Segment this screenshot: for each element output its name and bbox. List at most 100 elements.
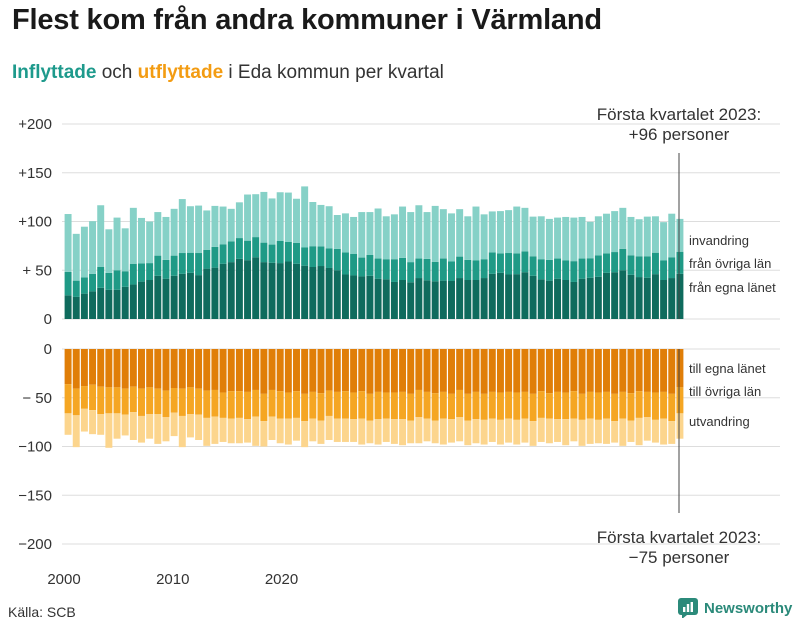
inflytt-bar-invandring bbox=[129, 207, 137, 264]
annotation-bottom-line2: −75 personer bbox=[629, 548, 730, 567]
utflytt-bar-till-ovriga-lan bbox=[635, 391, 643, 418]
utflytt-bar-till-egna-lanet bbox=[676, 349, 684, 388]
utflytt-bar-utvandring bbox=[276, 418, 284, 444]
utflytt-bar-till-egna-lanet bbox=[439, 349, 447, 392]
inflytt-bar-fran-egna-lanet bbox=[80, 293, 88, 319]
utflytt-bar-till-ovriga-lan bbox=[325, 390, 333, 416]
utflytt-bar-till-ovriga-lan bbox=[284, 392, 292, 419]
inflytt-bar-fran-ovriga-lan bbox=[374, 258, 382, 279]
utflytt-bar-till-egna-lanet bbox=[72, 349, 80, 389]
utflytt-bar-till-ovriga-lan bbox=[350, 392, 358, 420]
utflytt-bar-utvandring bbox=[366, 420, 374, 444]
inflytt-bar-invandring bbox=[431, 205, 439, 262]
utflytt-bar-utvandring bbox=[121, 414, 129, 436]
inflytt-bar-fran-egna-lanet bbox=[399, 280, 407, 319]
utflytt-bar-utvandring bbox=[635, 417, 643, 446]
utflytt-bar-till-egna-lanet bbox=[456, 349, 464, 390]
utflytt-bar-utvandring bbox=[227, 418, 235, 444]
series-label-out: till egna länet bbox=[689, 361, 766, 376]
utflytt-bar-till-ovriga-lan bbox=[668, 393, 676, 422]
inflytt-bar-fran-egna-lanet bbox=[146, 280, 154, 319]
inflytt-bar-fran-ovriga-lan bbox=[203, 249, 211, 269]
inflytt-bar-fran-ovriga-lan bbox=[97, 267, 105, 288]
utflytt-bar-till-egna-lanet bbox=[341, 349, 349, 392]
utflytt-bar-till-egna-lanet bbox=[537, 349, 545, 392]
utflytt-bar-utvandring bbox=[301, 421, 309, 448]
inflytt-bar-fran-ovriga-lan bbox=[341, 252, 349, 275]
inflytt-bar-invandring bbox=[219, 206, 227, 245]
utflytt-bar-till-ovriga-lan bbox=[89, 384, 97, 411]
inflytt-bar-fran-ovriga-lan bbox=[195, 253, 203, 276]
inflytt-bar-fran-ovriga-lan bbox=[284, 241, 292, 262]
inflytt-bar-fran-ovriga-lan bbox=[350, 254, 358, 276]
utflytt-bar-till-egna-lanet bbox=[235, 349, 243, 392]
utflytt-bar-till-egna-lanet bbox=[80, 349, 88, 387]
utflytt-bar-till-egna-lanet bbox=[472, 349, 480, 392]
inflytt-bar-fran-egna-lanet bbox=[439, 280, 447, 319]
utflytt-bar-utvandring bbox=[235, 417, 243, 444]
utflytt-bar-till-ovriga-lan bbox=[219, 392, 227, 418]
utflytt-bar-utvandring bbox=[162, 417, 170, 442]
utflytt-bar-till-ovriga-lan bbox=[521, 391, 529, 419]
utflytt-bar-till-egna-lanet bbox=[276, 349, 284, 392]
inflytt-bar-fran-egna-lanet bbox=[301, 265, 309, 319]
series-label-out: utvandring bbox=[689, 414, 750, 429]
utflytt-bar-till-egna-lanet bbox=[121, 349, 129, 389]
utflytt-bar-till-egna-lanet bbox=[660, 349, 668, 392]
inflytt-bar-fran-ovriga-lan bbox=[578, 258, 586, 279]
inflytt-bar-invandring bbox=[660, 222, 668, 261]
inflytt-bar-fran-egna-lanet bbox=[170, 275, 178, 319]
utflytt-bar-till-ovriga-lan bbox=[309, 391, 317, 419]
utflytt-bar-till-ovriga-lan bbox=[341, 391, 349, 419]
utflytt-bar-utvandring bbox=[407, 420, 415, 444]
inflytt-bar-fran-ovriga-lan bbox=[382, 259, 390, 280]
inflytt-bar-fran-ovriga-lan bbox=[252, 237, 260, 258]
inflytt-bar-invandring bbox=[488, 211, 496, 253]
utflytt-bar-till-egna-lanet bbox=[317, 349, 325, 394]
utflytt-bar-till-ovriga-lan bbox=[382, 392, 390, 419]
utflytt-bar-till-egna-lanet bbox=[464, 349, 472, 394]
utflytt-bar-till-ovriga-lan bbox=[235, 391, 243, 418]
inflytt-bar-invandring bbox=[333, 215, 341, 249]
utflytt-bar-till-egna-lanet bbox=[366, 349, 374, 394]
utflytt-bar-till-egna-lanet bbox=[488, 349, 496, 392]
utflytt-bar-till-ovriga-lan bbox=[80, 386, 88, 409]
inflytt-bar-fran-ovriga-lan bbox=[301, 247, 309, 266]
inflytt-bar-invandring bbox=[456, 209, 464, 257]
inflytt-bar-fran-egna-lanet bbox=[97, 287, 105, 319]
inflytt-bar-fran-egna-lanet bbox=[358, 276, 366, 319]
utflytt-bar-till-ovriga-lan bbox=[586, 391, 594, 419]
utflytt-bar-utvandring bbox=[570, 418, 578, 442]
newsworthy-logo-icon bbox=[678, 598, 698, 618]
inflytt-bar-fran-ovriga-lan bbox=[521, 251, 529, 273]
utflytt-bar-utvandring bbox=[439, 418, 447, 445]
inflytt-bar-invandring bbox=[162, 216, 170, 260]
inflytt-bar-fran-egna-lanet bbox=[676, 273, 684, 319]
x-tick-label: 2010 bbox=[156, 571, 189, 588]
utflytt-bar-till-egna-lanet bbox=[97, 349, 105, 387]
inflytt-bar-invandring bbox=[513, 206, 521, 254]
subtitle-och: och bbox=[96, 62, 138, 83]
utflytt-bar-utvandring bbox=[643, 417, 651, 441]
utflytt-bar-till-egna-lanet bbox=[350, 349, 358, 393]
utflytt-bar-till-ovriga-lan bbox=[64, 384, 72, 414]
inflytt-bar-invandring bbox=[113, 217, 121, 271]
utflytt-bar-till-ovriga-lan bbox=[260, 393, 268, 422]
inflytt-bar-fran-egna-lanet bbox=[276, 263, 284, 319]
utflytt-bar-till-ovriga-lan bbox=[480, 393, 488, 420]
inflytt-bar-fran-egna-lanet bbox=[72, 296, 80, 319]
inflytt-bar-invandring bbox=[97, 205, 105, 267]
utflytt-bar-till-egna-lanet bbox=[448, 349, 455, 394]
utflytt-bar-utvandring bbox=[284, 418, 292, 445]
utflytt-bar-utvandring bbox=[554, 419, 562, 442]
utflytt-bar-till-ovriga-lan bbox=[651, 392, 659, 420]
inflytt-bar-fran-ovriga-lan bbox=[89, 273, 97, 292]
utflytt-bar-till-ovriga-lan bbox=[488, 391, 496, 419]
utflytt-bar-till-ovriga-lan bbox=[121, 388, 129, 415]
utflytt-bar-till-egna-lanet bbox=[309, 349, 317, 392]
x-tick-label: 2020 bbox=[265, 571, 298, 588]
inflytt-bar-fran-egna-lanet bbox=[252, 257, 260, 319]
utflytt-bar-till-egna-lanet bbox=[293, 349, 300, 392]
inflytt-bar-invandring bbox=[227, 208, 235, 242]
utflytt-bar-till-egna-lanet bbox=[529, 349, 537, 394]
